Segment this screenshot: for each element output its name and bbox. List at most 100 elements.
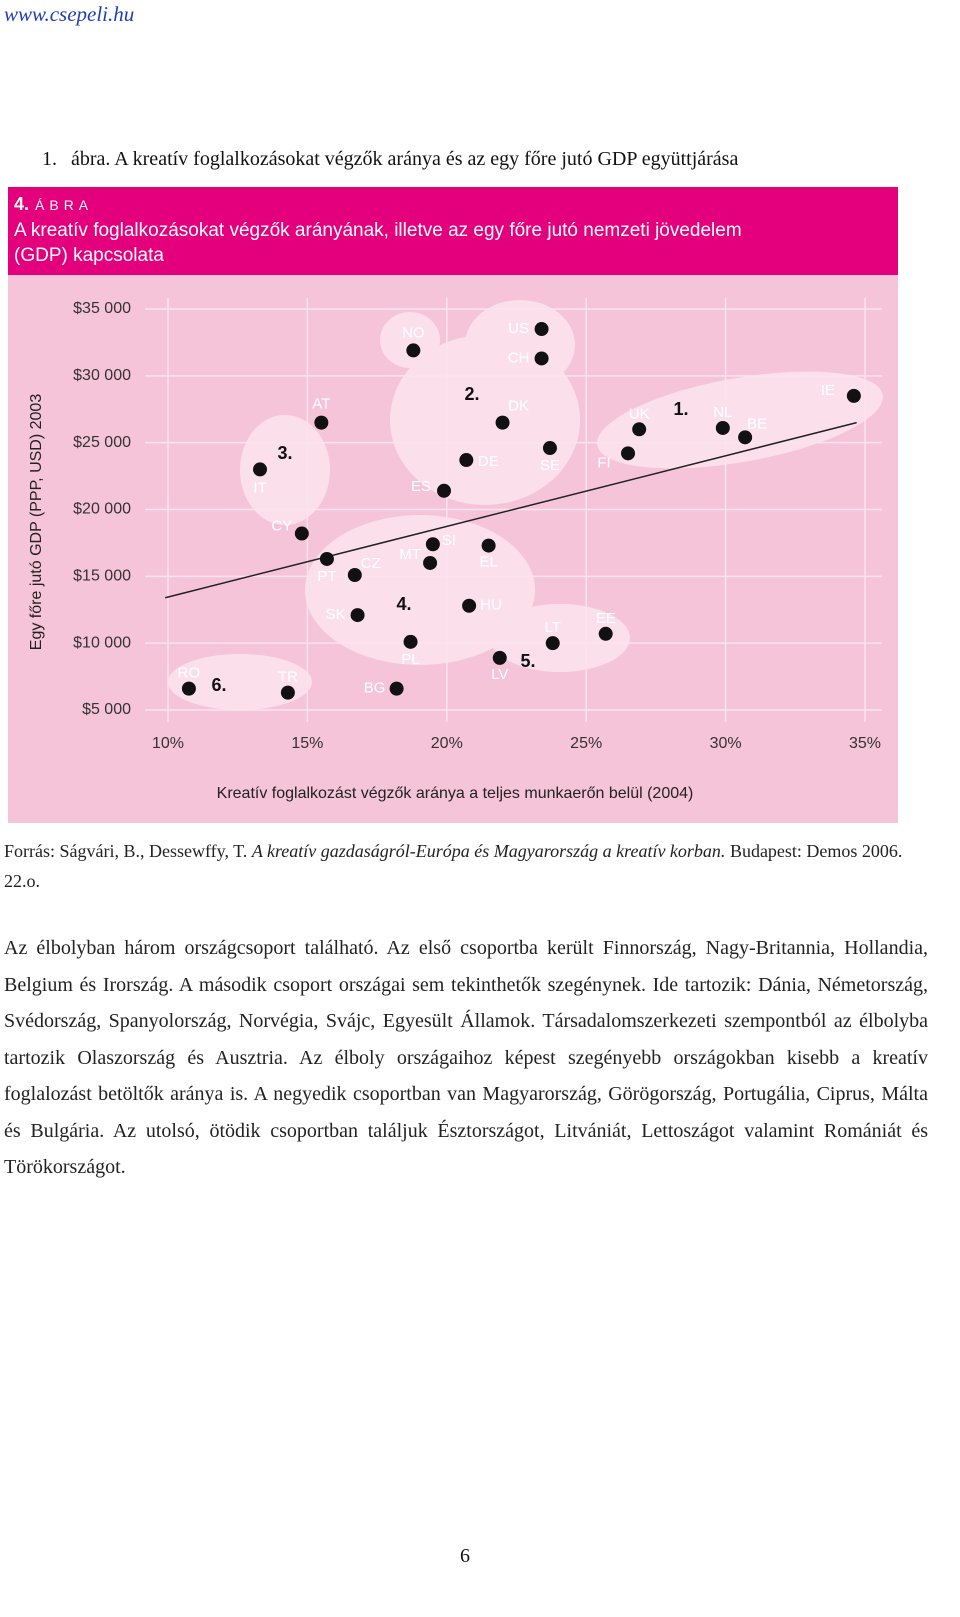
figure-heading: 4. ÁBRA <box>14 192 894 218</box>
point-label: HU <box>480 597 502 614</box>
source-suffix: Budapest: Demos 2006. 22.o. <box>4 841 903 891</box>
point <box>534 351 549 366</box>
point <box>314 415 329 430</box>
point <box>846 388 861 403</box>
x-tick-label: 20% <box>431 735 463 752</box>
chart-title: A kreatív foglalkozásokat végzők arányán… <box>14 220 742 241</box>
x-axis-label: Kreatív foglalkozást végzők aránya a tel… <box>217 785 694 802</box>
point <box>462 598 477 613</box>
point-label: SI <box>442 532 456 549</box>
point <box>425 537 440 552</box>
header-link[interactable]: www.csepeli.hu <box>4 2 135 26</box>
point-label: ES <box>411 478 431 495</box>
caption: 1. ábra. A kreatív foglalkozásokat végzők… <box>42 148 752 171</box>
point <box>459 453 474 468</box>
group-label: 6. <box>211 675 226 695</box>
point-label: LT <box>545 619 561 636</box>
point-label: FI <box>597 454 610 471</box>
point-label: DE <box>478 453 499 470</box>
page-number: 6 <box>460 1545 470 1567</box>
x-tick-label: 15% <box>291 735 323 752</box>
point-label: EL <box>479 554 497 571</box>
group-label: 2. <box>464 384 479 404</box>
x-tick-label: 25% <box>570 735 602 752</box>
point-label: AT <box>312 396 330 413</box>
point-label: DK <box>508 398 529 415</box>
point-label: MT <box>399 546 421 563</box>
point <box>481 538 496 553</box>
group-label: 5. <box>520 651 535 671</box>
point <box>423 555 438 570</box>
point <box>294 526 309 541</box>
point <box>621 446 636 461</box>
point-label: UK <box>629 405 650 422</box>
y-tick-label: $10 000 <box>73 634 131 651</box>
point <box>545 636 560 651</box>
point-label: CH <box>508 349 530 366</box>
group-label: 1. <box>673 399 688 419</box>
point-label: SE <box>540 457 560 474</box>
point <box>253 462 268 477</box>
point-label: BG <box>364 680 386 697</box>
point <box>389 681 404 696</box>
source: Forrás: Ságvári, B., Dessewffy, T. A kre… <box>4 836 928 896</box>
point <box>437 483 452 498</box>
point <box>715 420 730 435</box>
chart: $5 000 $10 000 $15 000 $20 000 $25 000 $30 00… <box>8 187 898 823</box>
point-label: PL <box>401 651 419 668</box>
point <box>632 422 647 437</box>
caption-text: ábra. A kreatív foglalkozásokat végzők a… <box>71 148 739 170</box>
chart-title: (GDP) kapcsolata <box>14 245 164 266</box>
group-label: 4. <box>396 594 411 614</box>
point-label: IT <box>253 479 266 496</box>
paragraph: Az élbolyban három országcsoport találha… <box>4 937 928 1178</box>
point-label: TR <box>278 669 298 686</box>
x-tick-label: 10% <box>152 735 184 752</box>
point-label: RO <box>178 665 201 682</box>
point <box>542 441 557 456</box>
source-prefix: Forrás: Ságvári, B., Dessewffy, T. <box>4 841 252 861</box>
banner <box>8 187 898 275</box>
y-tick-label: $25 000 <box>73 434 131 451</box>
y-tick-label: $35 000 <box>73 300 131 317</box>
point-label: PT <box>317 568 336 585</box>
point <box>495 415 510 430</box>
group-label: 3. <box>277 443 292 463</box>
point <box>406 343 421 358</box>
point-label: BE <box>747 415 767 432</box>
point <box>492 650 507 665</box>
y-tick-label: $15 000 <box>73 568 131 585</box>
caption-number: 1. <box>42 148 57 170</box>
point-label: IE <box>821 382 835 399</box>
figure-label: ÁBRA <box>35 197 94 213</box>
point <box>350 608 365 623</box>
trend-line <box>165 421 857 599</box>
point <box>280 685 295 700</box>
y-axis-label: Egy főre jutó GDP (PPP, USD) 2003 <box>28 394 45 651</box>
point <box>738 430 753 445</box>
point-label: US <box>508 320 529 337</box>
y-tick-label: $5 000 <box>82 701 131 718</box>
point <box>319 551 334 566</box>
point-label: LV <box>491 666 508 683</box>
point-label: EE <box>596 610 616 627</box>
point <box>347 567 362 582</box>
point-label: NL <box>713 404 732 421</box>
y-tick-label: $30 000 <box>73 367 131 384</box>
point-label: NO <box>402 324 425 341</box>
point-label: SK <box>326 606 346 623</box>
source-title: A kreatív gazdaságról-Európa és Magyaror… <box>251 841 726 861</box>
point <box>598 626 613 641</box>
point <box>403 634 418 649</box>
point <box>181 681 196 696</box>
plot-layer: $5 000 $10 000 $15 000 $20 000 $25 000 $30 00… <box>28 298 882 802</box>
point <box>534 322 549 337</box>
y-tick-label: $20 000 <box>73 501 131 518</box>
figure-number: 4. <box>14 194 30 214</box>
point-label: CY <box>271 518 292 535</box>
figure-banner: 4. ÁBRA A kreatív foglalkozásokat végzők … <box>14 192 894 268</box>
x-tick-label: 30% <box>710 735 742 752</box>
x-tick-label: 35% <box>849 735 881 752</box>
point-label: CZ <box>361 555 381 572</box>
